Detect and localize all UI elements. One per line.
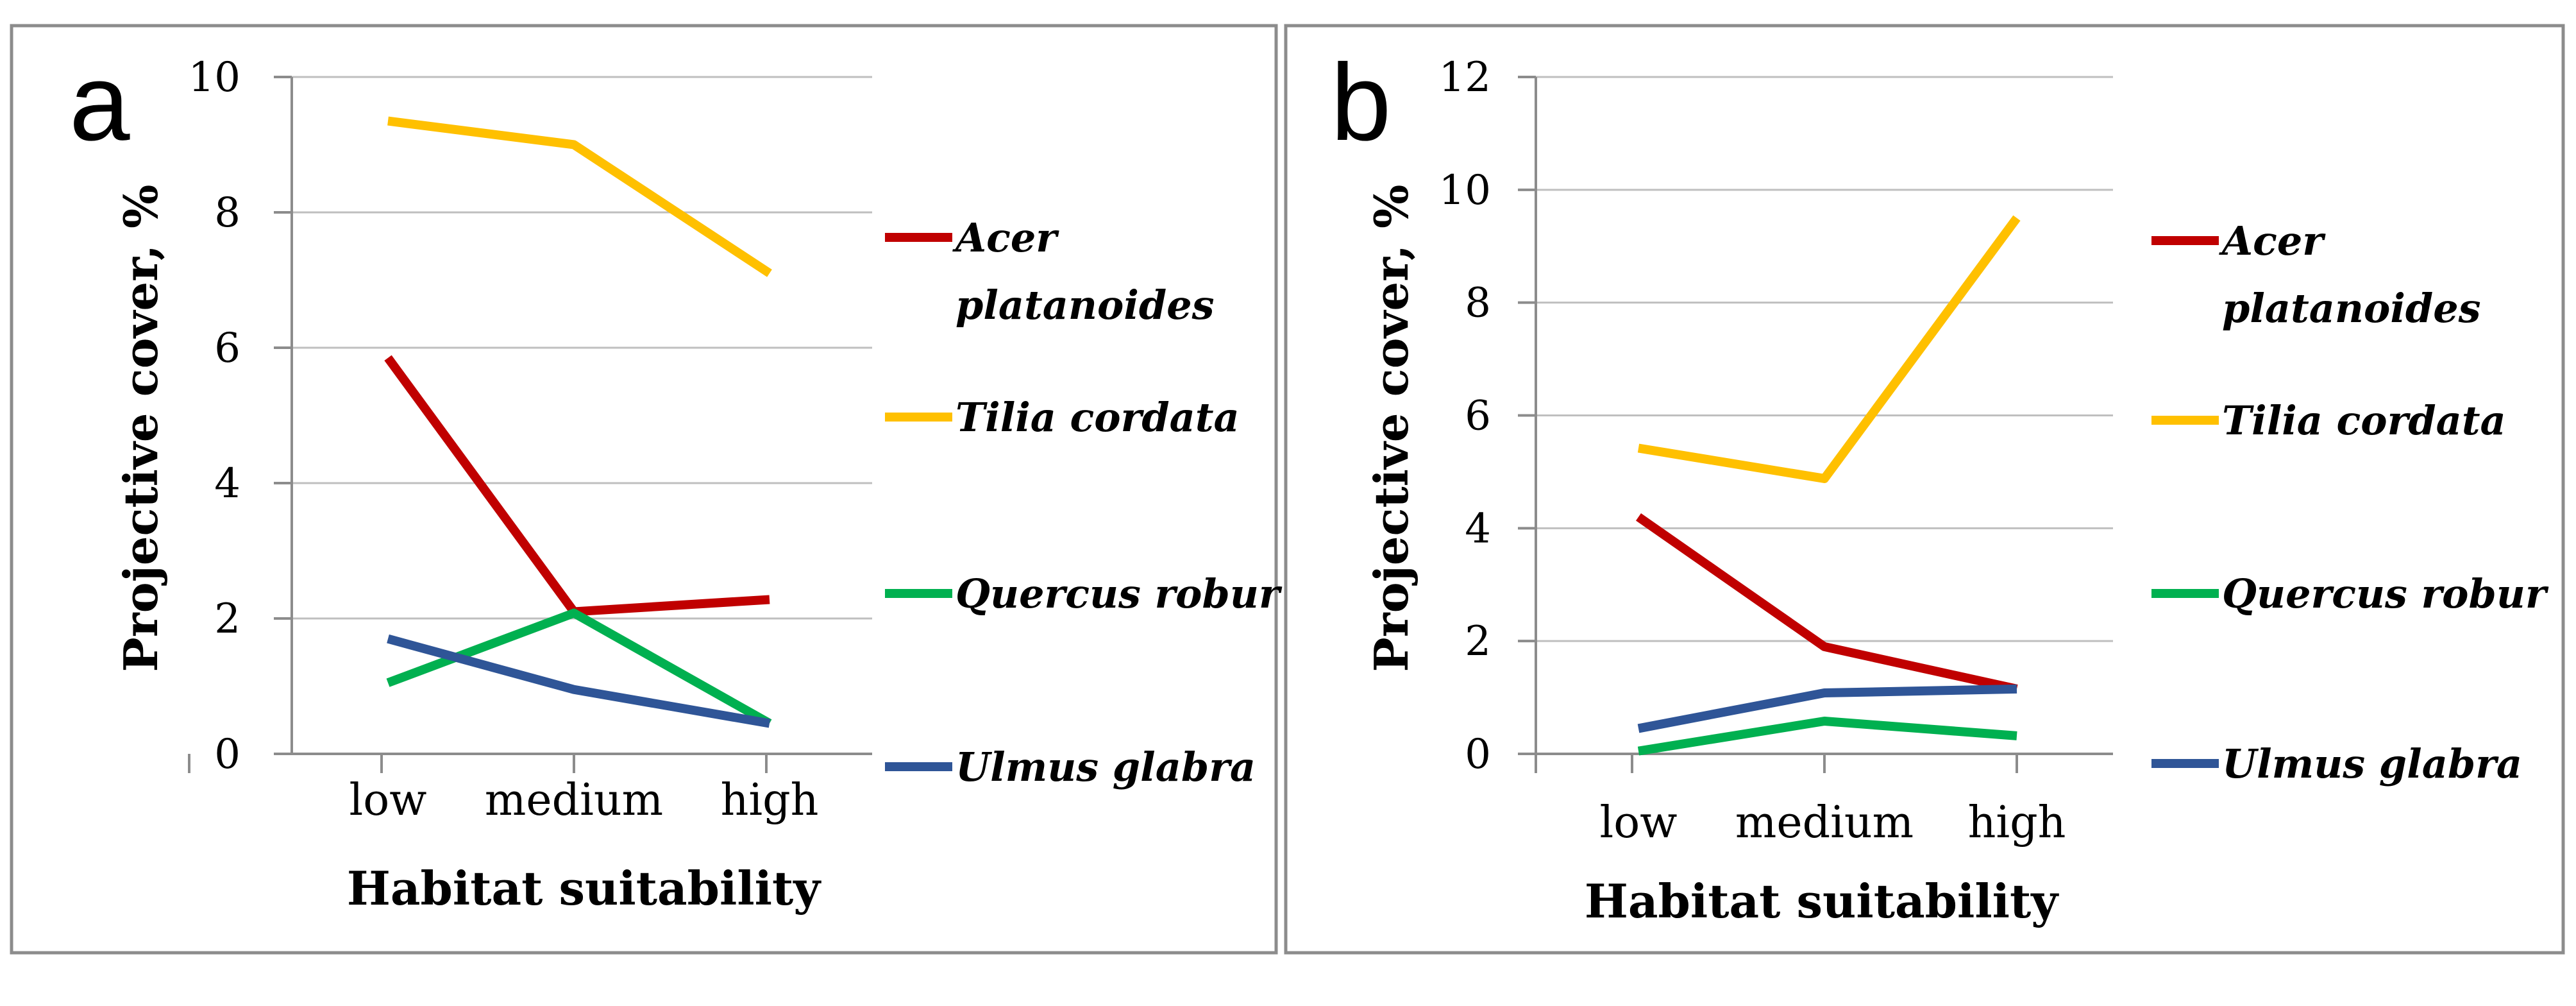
- series: [384, 116, 772, 728]
- series-line-ulmus: [387, 634, 771, 728]
- series-line-quercus: [1637, 717, 2017, 756]
- y-tick-label: 8: [214, 189, 240, 237]
- y-axis: 0 2 4 6 8 10 12: [1439, 54, 1537, 778]
- legend-label: platanoides: [2222, 285, 2481, 332]
- legend-item-quercus: Quercus robur: [885, 570, 1283, 617]
- y-tick-label: 6: [214, 325, 240, 372]
- legend-label: Tilia cordata: [955, 394, 1240, 441]
- legend-label: Acer: [952, 214, 1059, 261]
- y-tick-label: 0: [1465, 731, 1491, 778]
- legend-label: Ulmus glabra: [955, 744, 1256, 790]
- series-line-tilia: [387, 116, 772, 277]
- x-tick-label: low: [1600, 797, 1678, 848]
- y-tick-label: 8: [1465, 280, 1491, 327]
- legend: Acer platanoides Tilia cordata Quercus robu…: [885, 214, 1283, 790]
- panel-a: a 0 2 4 6 8 10 low medium high Habitat suitability…: [10, 24, 1283, 955]
- legend-item-tilia: Tilia cordata: [885, 394, 1240, 441]
- x-tick-label: high: [1968, 797, 2066, 848]
- x-axis-title: Habitat suitability: [1585, 874, 2059, 928]
- gridlines: [292, 76, 872, 620]
- panel-label: a: [69, 42, 130, 164]
- legend-label: Acer: [2219, 217, 2326, 264]
- series-line-quercus: [386, 608, 772, 728]
- panel-border: [1284, 24, 2565, 955]
- series-line-acer: [384, 355, 770, 617]
- legend-label: Ulmus glabra: [2222, 740, 2522, 787]
- legend-item-ulmus: Ulmus glabra: [2151, 740, 2522, 787]
- panel-label: b: [1331, 42, 1392, 164]
- series-line-acer: [1635, 513, 2018, 694]
- x-tick-label: low: [349, 775, 427, 826]
- y-tick-label: 10: [189, 54, 240, 101]
- legend-item-ulmus: Ulmus glabra: [885, 744, 1256, 790]
- panel-border: [10, 24, 1278, 955]
- panel-b: b 0 2 4 6 8 10 12 low medium high Habitat suitabili…: [1284, 24, 2565, 955]
- y-tick-label: 4: [214, 460, 240, 507]
- y-axis-title: Projective cover, %: [1364, 185, 1418, 672]
- series-line-tilia: [1637, 215, 2021, 483]
- x-tick-label: medium: [1735, 797, 1914, 848]
- gridlines: [1536, 76, 2113, 642]
- legend-label: Quercus robur: [2222, 570, 2549, 617]
- legend: Acer platanoides Tilia cordata Quercus robu…: [2151, 217, 2549, 787]
- y-axis: 0 2 4 6 8 10: [189, 54, 293, 778]
- y-tick-label: 0: [214, 731, 240, 778]
- y-axis-title: Projective cover, %: [114, 185, 168, 672]
- legend-label: Quercus robur: [955, 570, 1283, 617]
- series-line-ulmus: [1637, 684, 2017, 733]
- x-tick-label: medium: [485, 775, 663, 826]
- legend-label: Tilia cordata: [2222, 397, 2506, 444]
- legend-item-tilia: Tilia cordata: [2151, 397, 2506, 444]
- legend-item-acer: Acer platanoides: [885, 214, 1215, 328]
- x-axis: low medium high: [188, 753, 872, 826]
- y-tick-label: 10: [1439, 167, 1491, 214]
- y-tick-label: 2: [214, 595, 240, 643]
- x-tick-label: high: [721, 775, 819, 826]
- y-tick-label: 4: [1465, 505, 1491, 552]
- legend-item-quercus: Quercus robur: [2151, 570, 2549, 617]
- legend-item-acer: Acer platanoides: [2151, 217, 2481, 332]
- y-tick-label: 12: [1439, 54, 1491, 101]
- y-tick-label: 6: [1465, 393, 1491, 440]
- x-axis: low medium high: [1535, 753, 2113, 848]
- y-tick-label: 2: [1465, 618, 1491, 665]
- legend-label: platanoides: [955, 282, 1215, 328]
- series: [1635, 215, 2021, 756]
- x-axis-title: Habitat suitability: [347, 861, 821, 916]
